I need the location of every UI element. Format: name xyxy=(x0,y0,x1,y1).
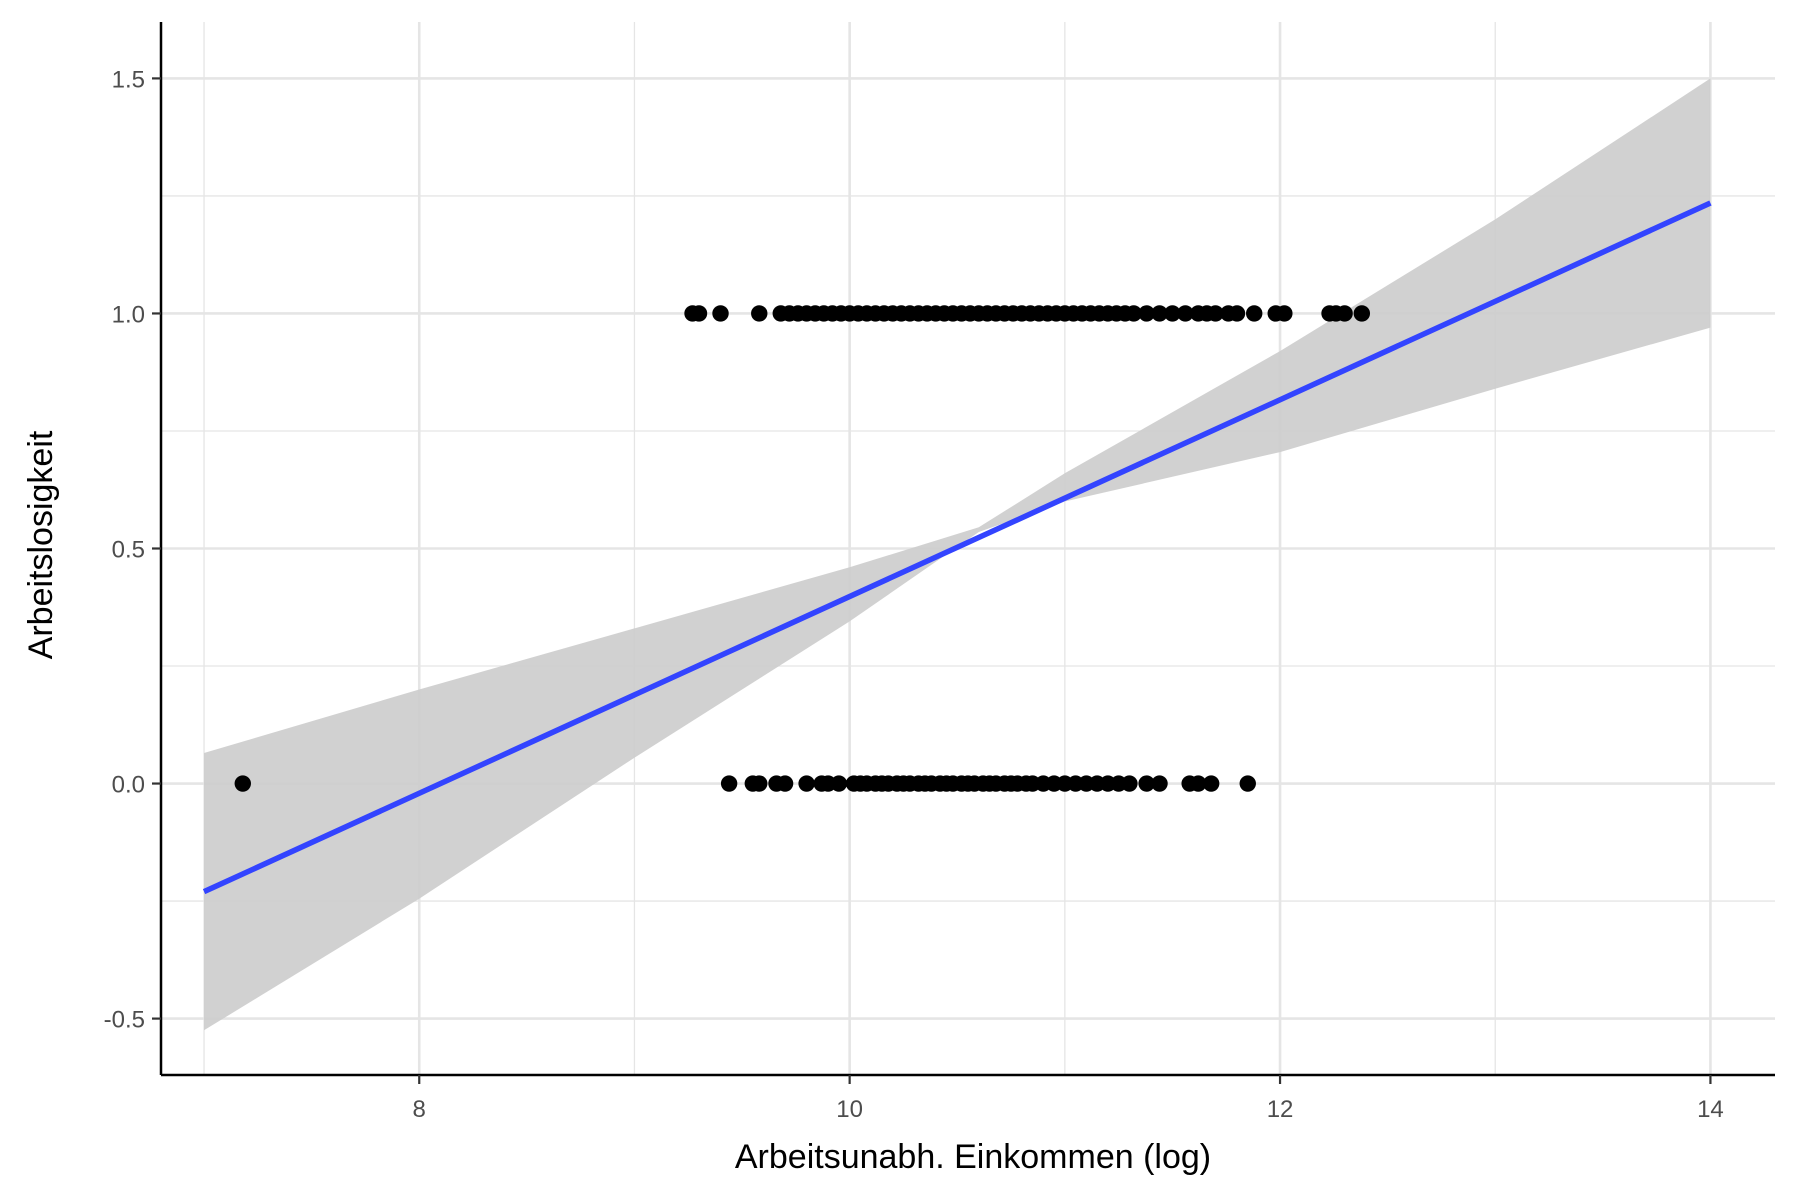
y-tick-label: 1.0 xyxy=(112,301,145,328)
data-point xyxy=(1121,775,1138,792)
data-point xyxy=(751,775,768,792)
data-point xyxy=(1228,305,1246,322)
y-tick-label: 0.0 xyxy=(112,772,145,799)
regression-line-layer xyxy=(202,200,1712,895)
data-point xyxy=(1353,305,1371,322)
data-points xyxy=(234,305,1371,792)
axes xyxy=(152,22,1775,1084)
y-axis-title: Arbeitslosigkeit xyxy=(22,430,60,659)
data-point xyxy=(1336,305,1353,322)
y-tick-label: -0.5 xyxy=(104,1007,145,1034)
x-tick-label: 12 xyxy=(1267,1096,1294,1123)
tick-labels: 8 10 12 14 -0.5 0.0 0.5 1.0 1.5 xyxy=(104,66,1724,1123)
data-point xyxy=(1246,305,1263,322)
data-point xyxy=(690,305,708,322)
y-tick-label: 0.5 xyxy=(112,537,145,564)
data-point xyxy=(1138,775,1155,792)
x-tick-label: 10 xyxy=(836,1096,863,1123)
data-point xyxy=(1164,305,1181,322)
x-tick-label: 8 xyxy=(413,1096,426,1123)
grid xyxy=(161,22,1775,1075)
data-point xyxy=(1202,775,1220,792)
data-point xyxy=(712,305,729,322)
data-point xyxy=(1177,305,1194,322)
regression-line xyxy=(202,200,1712,895)
data-point xyxy=(798,775,815,792)
data-point xyxy=(1151,305,1168,322)
data-point xyxy=(1190,775,1207,792)
data-point xyxy=(830,775,848,792)
data-point xyxy=(751,305,768,322)
x-tick-label: 14 xyxy=(1697,1096,1724,1123)
x-axis-title: Arbeitsunabh. Einkommen (log) xyxy=(735,1138,1211,1176)
data-point xyxy=(1207,305,1224,322)
data-point xyxy=(1151,775,1168,792)
data-point xyxy=(720,775,738,792)
data-point xyxy=(1138,305,1155,322)
data-point xyxy=(776,775,794,792)
confidence-band-layer xyxy=(204,78,1711,1031)
data-point xyxy=(1239,775,1256,792)
confidence-band xyxy=(204,78,1711,1031)
data-point xyxy=(1276,305,1293,322)
data-point xyxy=(234,775,251,792)
data-point xyxy=(1125,305,1142,322)
y-tick-label: 1.5 xyxy=(112,66,145,93)
